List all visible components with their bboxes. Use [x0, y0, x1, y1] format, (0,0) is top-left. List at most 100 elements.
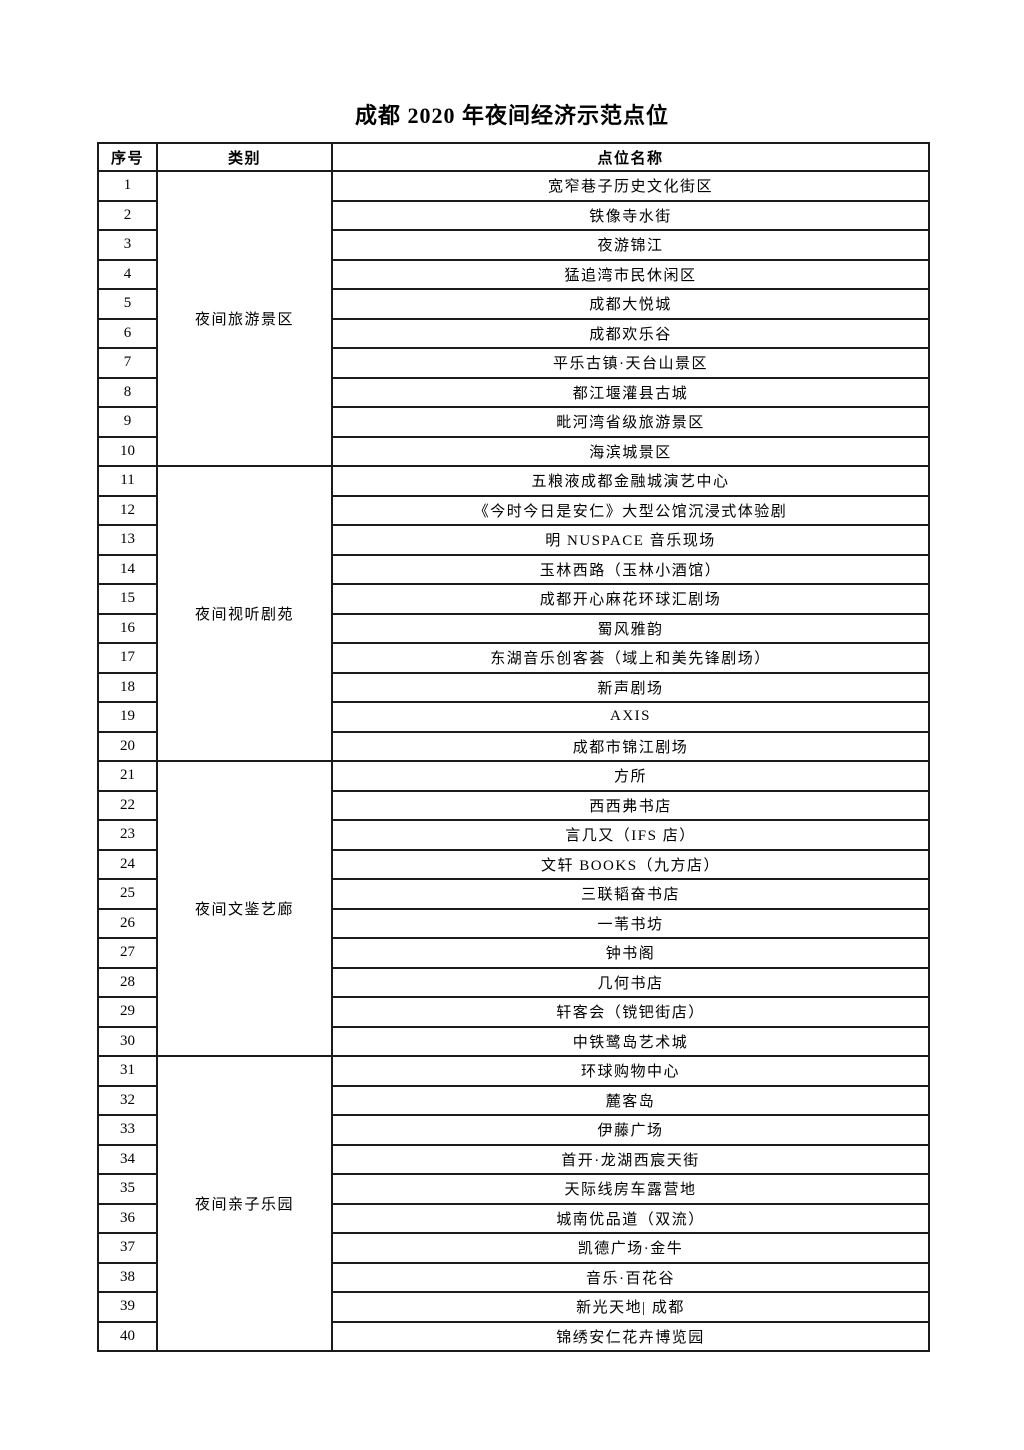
row-number-cell: 40: [97, 1320, 158, 1352]
site-name-cell: 宽窄巷子历史文化街区: [331, 170, 930, 202]
row-number-cell: 30: [97, 1025, 158, 1057]
row-number-cell: 11: [97, 465, 158, 497]
table-row: 17 东湖音乐创客荟（域上和美先锋剧场）: [97, 642, 930, 674]
row-number-cell: 12: [97, 494, 158, 526]
site-name-cell: 音乐·百花谷: [331, 1261, 930, 1293]
site-name-cell: 三联韬奋书店: [331, 878, 930, 910]
site-name-cell: 天际线房车露营地: [331, 1173, 930, 1205]
table-row: 32 麓客岛: [97, 1084, 930, 1116]
row-number-cell: 3: [97, 229, 158, 261]
table-row: 34 首开·龙湖西宸天街: [97, 1143, 930, 1175]
row-number-cell: 34: [97, 1143, 158, 1175]
site-name-cell: 成都市锦江剧场: [331, 730, 930, 762]
site-name-cell: 玉林西路（玉林小酒馆）: [331, 553, 930, 585]
site-name-cell: 猛追湾市民休闲区: [331, 258, 930, 290]
table-row: 14 玉林西路（玉林小酒馆）: [97, 553, 930, 585]
table-row: 11 夜间视听剧苑 五粮液成都金融城演艺中心: [97, 465, 930, 762]
row-number-cell: 27: [97, 937, 158, 969]
row-number-cell: 18: [97, 671, 158, 703]
row-number-cell: 20: [97, 730, 158, 762]
site-name-cell: 首开·龙湖西宸天街: [331, 1143, 930, 1175]
category-cell: 夜间文鉴艺廊: [156, 760, 333, 1057]
row-number-cell: 16: [97, 612, 158, 644]
table-row: 4 猛追湾市民休闲区: [97, 258, 930, 290]
site-name-cell: 伊藤广场: [331, 1114, 930, 1146]
table-row: 24 文轩 BOOKS（九方店）: [97, 848, 930, 880]
site-name-cell: 铁像寺水街: [331, 199, 930, 231]
site-name-cell: AXIS: [331, 701, 930, 733]
row-number-cell: 9: [97, 406, 158, 438]
table-row: 38 音乐·百花谷: [97, 1261, 930, 1293]
row-number-cell: 35: [97, 1173, 158, 1205]
site-name-cell: 文轩 BOOKS（九方店）: [331, 848, 930, 880]
table-row: 21 夜间文鉴艺廊 方所: [97, 760, 930, 1057]
table-row: 37 凯德广场·金牛: [97, 1232, 930, 1264]
site-name-cell: 麓客岛: [331, 1084, 930, 1116]
category-cell: 夜间旅游景区: [156, 170, 333, 467]
table-row: 31 夜间亲子乐园 环球购物中心: [97, 1055, 930, 1352]
table-row: 7 平乐古镇·天台山景区: [97, 347, 930, 379]
table-row: 40 锦绣安仁花卉博览园: [97, 1320, 930, 1352]
site-name-cell: 一苇书坊: [331, 907, 930, 939]
col-header-category: 类别: [156, 142, 333, 172]
table-row: 16 蜀风雅韵: [97, 612, 930, 644]
demo-points-table: 序号 类别 点位名称 1 夜间旅游景区 宽窄巷子历史文化街区 2 铁像寺水街 3…: [97, 142, 930, 1352]
page-title: 成都 2020 年夜间经济示范点位: [354, 103, 669, 128]
table-row: 20 成都市锦江剧场: [97, 730, 930, 762]
row-number-cell: 7: [97, 347, 158, 379]
row-number-cell: 13: [97, 524, 158, 556]
site-name-cell: 《今时今日是安仁》大型公馆沉浸式体验剧: [331, 494, 930, 526]
row-number-cell: 32: [97, 1084, 158, 1116]
category-cell: 夜间亲子乐园: [156, 1055, 333, 1352]
row-number-cell: 25: [97, 878, 158, 910]
site-name-cell: 方所: [331, 760, 930, 792]
site-name-cell: 城南优品道（双流）: [331, 1202, 930, 1234]
site-name-cell: 蜀风雅韵: [331, 612, 930, 644]
row-number-cell: 15: [97, 583, 158, 615]
table-row: 33 伊藤广场: [97, 1114, 930, 1146]
site-name-cell: 五粮液成都金融城演艺中心: [331, 465, 930, 497]
site-name-cell: 东湖音乐创客荟（域上和美先锋剧场）: [331, 642, 930, 674]
site-name-cell: 新声剧场: [331, 671, 930, 703]
site-name-cell: 西西弗书店: [331, 789, 930, 821]
site-name-cell: 平乐古镇·天台山景区: [331, 347, 930, 379]
row-number-cell: 21: [97, 760, 158, 792]
site-name-cell: 成都欢乐谷: [331, 317, 930, 349]
row-number-cell: 4: [97, 258, 158, 290]
row-number-cell: 33: [97, 1114, 158, 1146]
category-cell: 夜间视听剧苑: [156, 465, 333, 762]
site-name-cell: 凯德广场·金牛: [331, 1232, 930, 1264]
row-number-cell: 5: [97, 288, 158, 320]
site-name-cell: 中铁鹭岛艺术城: [331, 1025, 930, 1057]
site-name-cell: 钟书阁: [331, 937, 930, 969]
site-name-cell: 锦绣安仁花卉博览园: [331, 1320, 930, 1352]
row-number-cell: 10: [97, 435, 158, 467]
row-number-cell: 23: [97, 819, 158, 851]
site-name-cell: 海滨城景区: [331, 435, 930, 467]
site-name-cell: 言几又（IFS 店）: [331, 819, 930, 851]
table-row: 8 都江堰灌县古城: [97, 376, 930, 408]
site-name-cell: 成都大悦城: [331, 288, 930, 320]
site-name-cell: 明 NUSPACE 音乐现场: [331, 524, 930, 556]
site-name-cell: 环球购物中心: [331, 1055, 930, 1087]
row-number-cell: 39: [97, 1291, 158, 1323]
row-number-cell: 22: [97, 789, 158, 821]
row-number-cell: 36: [97, 1202, 158, 1234]
site-name-cell: 夜游锦江: [331, 229, 930, 261]
row-number-cell: 8: [97, 376, 158, 408]
row-number-cell: 37: [97, 1232, 158, 1264]
row-number-cell: 19: [97, 701, 158, 733]
row-number-cell: 26: [97, 907, 158, 939]
site-name-cell: 轩客会（镋钯街店）: [331, 996, 930, 1028]
row-number-cell: 1: [97, 170, 158, 202]
row-number-cell: 2: [97, 199, 158, 231]
row-number-cell: 14: [97, 553, 158, 585]
row-number-cell: 29: [97, 996, 158, 1028]
site-name-cell: 毗河湾省级旅游景区: [331, 406, 930, 438]
table-row: 2 铁像寺水街: [97, 199, 930, 231]
row-number-cell: 31: [97, 1055, 158, 1087]
table-row: 30 中铁鹭岛艺术城: [97, 1025, 930, 1057]
col-header-no: 序号: [97, 142, 158, 172]
row-number-cell: 6: [97, 317, 158, 349]
